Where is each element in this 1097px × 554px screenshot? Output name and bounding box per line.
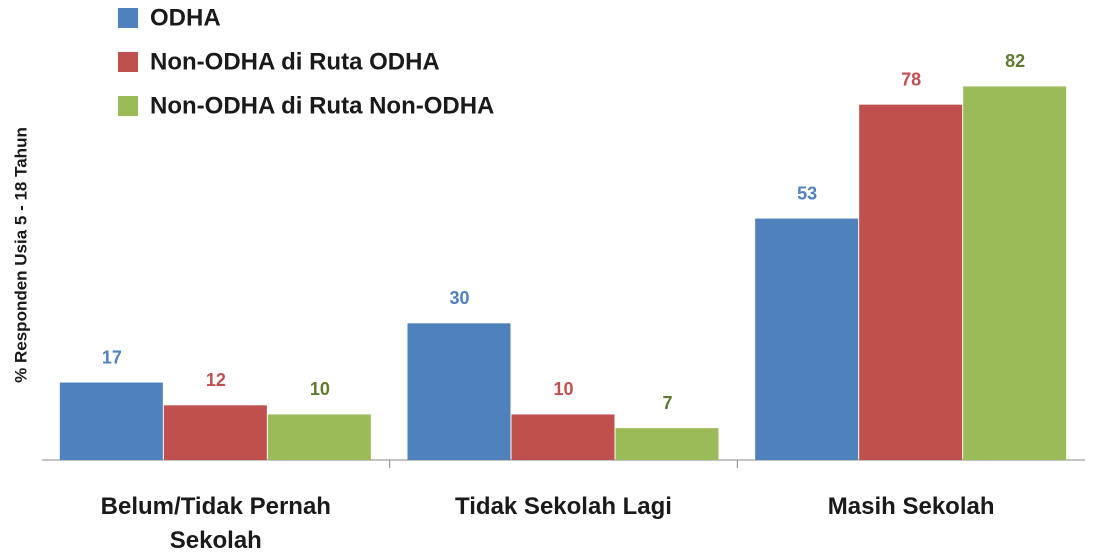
legend-swatch xyxy=(118,96,138,116)
legend-swatch xyxy=(118,8,138,28)
value-label: 12 xyxy=(206,370,226,390)
bar xyxy=(859,104,963,461)
bar xyxy=(755,218,859,460)
value-label: 30 xyxy=(449,288,469,308)
bar xyxy=(407,323,511,460)
value-label: 78 xyxy=(901,69,921,89)
x-tick-label: Tidak Sekolah Lagi xyxy=(455,493,672,520)
bar xyxy=(267,414,371,460)
value-label: 53 xyxy=(797,183,817,203)
legend-swatch xyxy=(118,52,138,72)
x-tick-label: Masih Sekolah xyxy=(827,493,995,520)
y-axis-label: % Responden Usia 5 - 18 Tahun xyxy=(11,127,30,383)
value-label: 82 xyxy=(1005,51,1025,71)
value-label: 7 xyxy=(662,393,672,413)
bar xyxy=(163,405,267,460)
value-label: 10 xyxy=(310,379,330,399)
bar xyxy=(59,382,163,460)
value-label: 17 xyxy=(102,347,122,367)
value-label: 10 xyxy=(553,379,573,399)
bar xyxy=(615,428,719,460)
bar xyxy=(963,86,1067,460)
legend-label: Non-ODHA di Ruta ODHA xyxy=(150,48,440,75)
bar xyxy=(511,414,615,460)
x-tick-label: Belum/Tidak Pernah Sekolah xyxy=(100,493,331,554)
legend-label: Non-ODHA di Ruta Non-ODHA xyxy=(150,92,494,119)
legend-label: ODHA xyxy=(150,4,221,31)
